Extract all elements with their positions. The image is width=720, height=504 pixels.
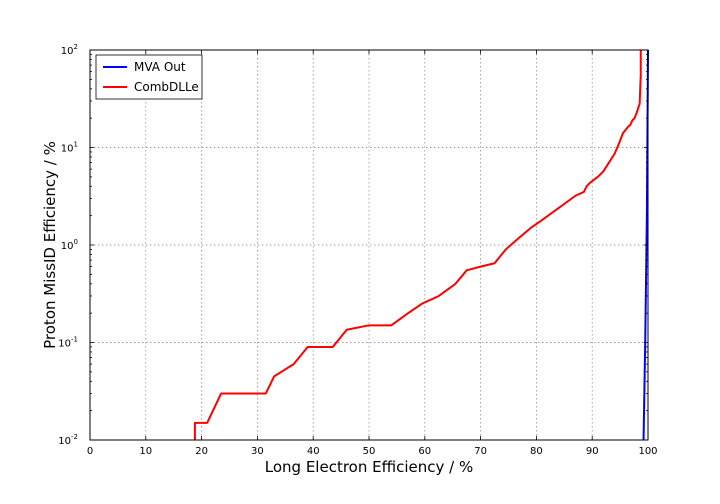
y-tick-base: 10 [61, 144, 74, 155]
y-axis-label: Proton MissID Efficiency / % [41, 141, 59, 349]
legend: MVA Out CombDLLe [95, 54, 203, 100]
x-tick-label: 50 [363, 446, 376, 457]
legend-box [95, 54, 203, 100]
y-tick-exponent: 2 [74, 43, 78, 51]
y-tick-label: 10-2 [58, 433, 78, 447]
x-tick-label: 30 [251, 446, 264, 457]
x-tick-label: 10 [139, 446, 152, 457]
grid [90, 50, 648, 440]
y-tick-base: 10 [58, 339, 71, 350]
legend-label-mva-out: MVA Out [134, 60, 186, 74]
y-tick-base: 10 [61, 241, 74, 252]
plot-area [193, 49, 649, 441]
series-line-mva-out [642, 49, 649, 441]
x-tick-label: 60 [418, 446, 431, 457]
x-tick-label: 90 [586, 446, 599, 457]
y-tick-label: 101 [61, 141, 78, 155]
x-tick-label: 100 [638, 446, 657, 457]
y-tick-base: 10 [58, 436, 71, 447]
x-tick-label: 80 [530, 446, 543, 457]
series-line-combdlle [193, 50, 642, 440]
y-tick-exponent: 1 [74, 141, 78, 149]
y-tick-label: 102 [61, 43, 78, 57]
x-axis-label: Long Electron Efficiency / % [265, 458, 473, 476]
y-tick-label: 100 [61, 238, 78, 252]
y-tick-exponent: 0 [74, 238, 78, 246]
x-tick-label: 40 [307, 446, 320, 457]
x-tick-label: 0 [87, 446, 93, 457]
x-tick-label: 20 [195, 446, 208, 457]
x-tick-label: 70 [474, 446, 487, 457]
y-tick-label: 10-1 [58, 336, 78, 350]
y-tick-exponent: -1 [71, 336, 78, 344]
legend-label-combdlle: CombDLLe [134, 80, 199, 94]
y-tick-exponent: -2 [71, 433, 78, 441]
y-tick-base: 10 [61, 46, 74, 57]
